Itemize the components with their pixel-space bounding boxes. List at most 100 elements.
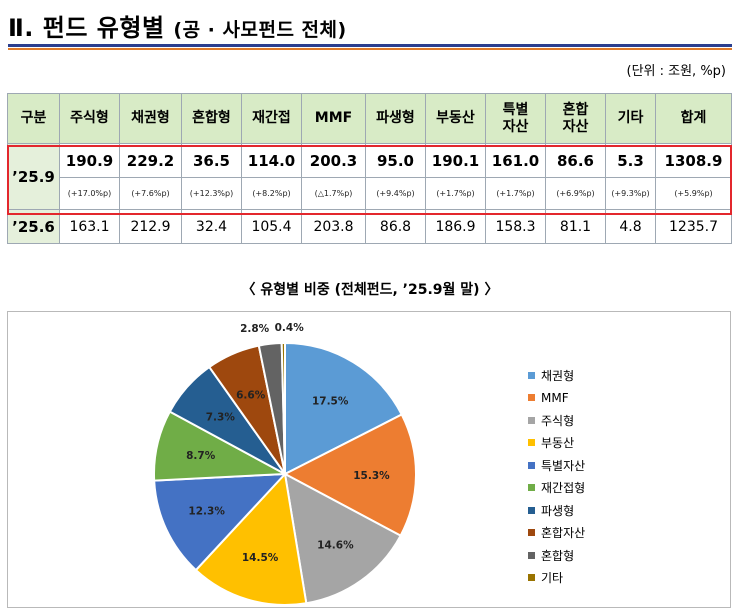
pie-data-label: 17.5%: [312, 395, 349, 407]
table-cell: 163.1: [59, 209, 120, 244]
title-sub: (공 · 사모펀드 전체): [173, 19, 347, 41]
col-header: 합계: [655, 93, 732, 144]
change-cell: (+9.3%p): [605, 177, 656, 210]
table-cell: 105.4: [241, 209, 302, 244]
table-cell: 114.0: [241, 143, 302, 178]
chart-title: 〈 유형별 비중 (전체펀드, ’25.9월 말) 〉: [241, 282, 499, 298]
legend-item: 혼합형: [528, 544, 585, 567]
change-cell: (△1.7%p): [301, 177, 366, 210]
table-row-2506: ’25.6 163.1 212.9 32.4 105.4 203.8 86.8 …: [7, 209, 732, 244]
table-cell: 32.4: [181, 209, 242, 244]
legend-item: 주식형: [528, 409, 585, 432]
pie-data-label: 8.7%: [186, 450, 216, 462]
table-cell: 212.9: [119, 209, 182, 244]
legend-swatch: [528, 506, 535, 514]
table-cell: 5.3: [605, 143, 656, 178]
legend-swatch: [528, 529, 535, 537]
legend-label: 기타: [541, 571, 564, 586]
table-cell: 190.1: [425, 143, 486, 178]
legend-label: 혼합자산: [541, 526, 586, 541]
pie-slice-9: [280, 341, 286, 475]
change-cell: (+5.9%p): [655, 177, 732, 210]
legend-label: 채권형: [541, 368, 575, 383]
change-cell: (+9.4%p): [365, 177, 426, 210]
pie-slice-4: [153, 472, 288, 572]
legend-swatch: [528, 394, 535, 402]
table-cell: 1235.7: [655, 209, 732, 244]
legend-label: 혼합형: [541, 548, 575, 563]
pie-data-label: 2.8%: [240, 323, 270, 335]
legend-label: 파생형: [541, 503, 575, 518]
legend-item: 재간접형: [528, 477, 585, 500]
legend-swatch: [528, 574, 535, 582]
change-cell: (+8.2%p): [241, 177, 302, 210]
table-cell: 203.8: [301, 209, 366, 244]
pie-slice-2: [283, 472, 402, 605]
legend-swatch: [528, 484, 535, 492]
pie-data-label: 14.6%: [317, 539, 354, 551]
legend-item: 혼합자산: [528, 522, 585, 545]
pie-data-label: 0.4%: [275, 322, 305, 334]
col-header: 주식형: [59, 93, 120, 144]
pie-data-label: 12.3%: [188, 506, 225, 518]
pie-slice-1: [282, 413, 417, 538]
col-header: 부동산: [425, 93, 486, 144]
col-header: 구분: [7, 93, 60, 144]
legend-swatch: [528, 416, 535, 424]
table-cell: 186.9: [425, 209, 486, 244]
pie-slice-3: [194, 471, 308, 606]
legend-label: 재간접형: [541, 481, 586, 496]
page-title: Ⅱ. 펀드 유형별 (공 · 사모펀드 전체): [8, 8, 347, 43]
pie-data-label: 7.3%: [206, 412, 236, 424]
pie-data-label: 6.6%: [236, 390, 266, 402]
pie-slice-0: [284, 341, 404, 476]
legend-swatch: [528, 551, 535, 559]
title-rule-blue: [8, 44, 732, 47]
legend-swatch: [528, 439, 535, 447]
legend-item: MMF: [528, 387, 585, 410]
pie-chart: 17.5% 15.3% 14.6% 14.5% 12.3% 8.7% 7.3%6.6% 2.8…: [153, 322, 417, 606]
row-label-2509: ’25.9: [7, 143, 60, 210]
legend-item: 특별자산: [528, 454, 585, 477]
pie-chart-panel: 17.5% 15.3% 14.6% 14.5% 12.3% 8.7% 7.3% 6.6% 2.8…: [7, 311, 731, 608]
table-cell: 161.0: [485, 143, 546, 178]
table-header-row: 구분 주식형 채권형 혼합형 재간접 MMF 파생형 부동산 특별자산 혼합자산…: [7, 93, 732, 144]
col-header: MMF: [301, 93, 366, 144]
col-header: 재간접: [241, 93, 302, 144]
pie-data-label: 14.5%: [242, 552, 279, 564]
col-header: 채권형: [119, 93, 182, 144]
legend-label: 주식형: [541, 413, 575, 428]
change-cell: (+1.7%p): [425, 177, 486, 210]
table-row-2509-changes: (+17.0%p) (+7.6%p) (+12.3%p) (+8.2%p) (△…: [8, 177, 732, 210]
table-cell: 36.5: [181, 143, 242, 178]
legend-label: MMF: [541, 390, 569, 405]
legend-label: 부동산: [541, 436, 575, 451]
title-main: Ⅱ. 펀드 유형별: [8, 14, 165, 42]
table-cell: 200.3: [301, 143, 366, 178]
title-block: Ⅱ. 펀드 유형별 (공 · 사모펀드 전체): [8, 4, 732, 50]
table-row-2509-values: ’25.9 190.9 229.2 36.5 114.0 200.3 95.0 …: [7, 143, 732, 210]
change-cell: (+17.0%p): [59, 177, 120, 210]
title-rule-orange: [8, 48, 732, 50]
table-cell: 86.8: [365, 209, 426, 244]
change-cell: (+12.3%p): [181, 177, 242, 210]
change-cell: (+7.6%p): [119, 177, 182, 210]
col-header: 파생형: [365, 93, 426, 144]
col-header: 혼합자산: [545, 93, 606, 144]
pie-data-label: 15.3%: [353, 470, 390, 482]
col-header: 혼합형: [181, 93, 242, 144]
fund-type-table: 구분 주식형 채권형 혼합형 재간접 MMF 파생형 부동산 특별자산 혼합자산…: [7, 93, 732, 244]
legend-swatch: [528, 461, 535, 469]
row-label-2506: ’25.6: [7, 209, 60, 244]
table-cell: 95.0: [365, 143, 426, 178]
col-header: 기타: [605, 93, 656, 144]
legend-item: 부동산: [528, 432, 585, 455]
legend-item: 채권형: [528, 364, 585, 387]
col-header: 특별자산: [485, 93, 546, 144]
table-cell: 81.1: [545, 209, 606, 244]
change-cell: (+6.9%p): [545, 177, 606, 210]
unit-note: (단위 : 조원, %p): [626, 64, 727, 79]
legend-swatch: [528, 371, 535, 379]
table-cell: 190.9: [59, 143, 120, 178]
